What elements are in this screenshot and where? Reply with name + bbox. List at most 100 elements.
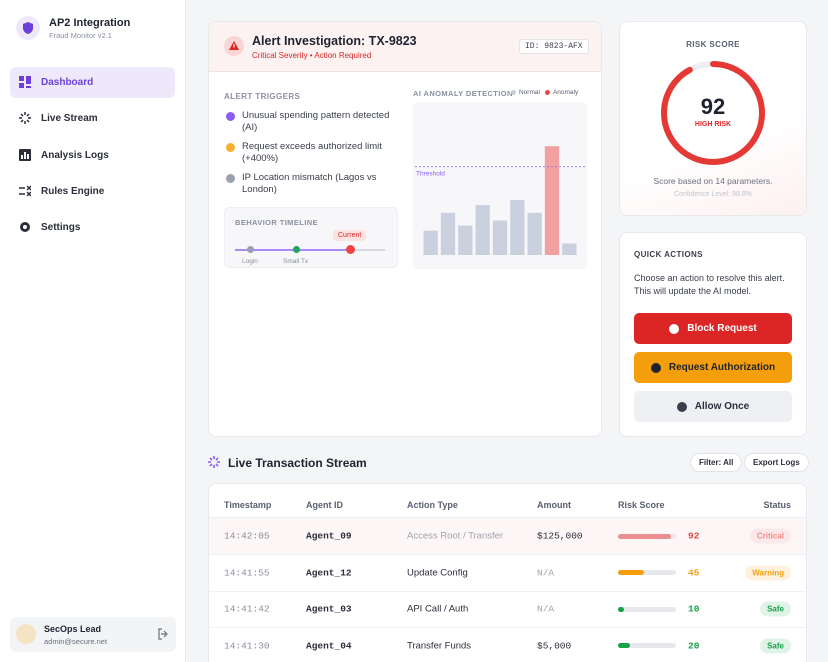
timestamp: 14:41:30	[224, 640, 270, 652]
risk-track	[618, 643, 676, 649]
bar	[544, 146, 560, 255]
column-header: Timestamp	[224, 500, 272, 510]
row-divider	[209, 590, 806, 592]
bar	[510, 199, 525, 255]
risk-card: RISK SCORE 92 HIGH RISK Score based on 1…	[619, 21, 807, 216]
column-header: Action Type	[407, 500, 458, 510]
nav-item[interactable]: Analysis Logs	[10, 140, 175, 171]
timestamp: 14:42:05	[224, 530, 270, 542]
trigger-text: IP Location mismatch (Lagos vs London)	[242, 172, 377, 195]
nav-item[interactable]: Rules Engine	[10, 176, 175, 207]
bar	[423, 230, 438, 255]
app-subtitle: Fraud Monitor v2.1	[49, 31, 112, 40]
column-header: Amount	[537, 500, 571, 510]
legend-item: Anomaly	[544, 89, 578, 96]
trigger-text: Unusual spending pattern detected (AI)	[242, 110, 390, 133]
column-header: Status	[763, 500, 791, 510]
trigger: IP Location mismatch (Lagos vs London)	[226, 172, 406, 196]
anomaly-chart: Threshold	[413, 102, 587, 269]
risk-value: 45	[688, 567, 700, 579]
timeline-label: Login	[242, 258, 258, 265]
alert-title: Alert Investigation: TX-9823	[252, 34, 417, 48]
user-box[interactable]: SecOps Lead admin@secure.net	[10, 617, 176, 652]
column-header: Risk Score	[618, 500, 665, 510]
logo	[16, 16, 40, 40]
row-divider	[209, 554, 806, 555]
bar	[492, 220, 508, 255]
action-type: Access Root / Transfer	[407, 530, 504, 542]
status-badge: Warning	[745, 565, 791, 581]
status-badge: Safe	[760, 601, 791, 617]
bar	[527, 212, 542, 255]
bar	[440, 212, 456, 255]
actions-description: Choose an action to resolve this alert. …	[634, 273, 785, 296]
action-button[interactable]: Request Authorization	[634, 352, 792, 383]
risk-track	[618, 606, 676, 612]
action-button[interactable]: Block Request	[634, 313, 792, 344]
column-header: Agent ID	[306, 500, 343, 510]
risk-value: 10	[688, 603, 700, 615]
risk-score: 92	[700, 94, 726, 119]
app-title: AP2 Integration	[49, 17, 131, 29]
stream-title: Live Transaction Stream	[228, 456, 367, 470]
status-badge: Critical	[749, 528, 791, 544]
triggers-heading: ALERT TRIGGERS	[224, 92, 301, 101]
timeline-heading: BEHAVIOR TIMELINE	[235, 218, 318, 227]
chart-legend: Normal Anomaly	[511, 89, 578, 96]
amount: N/A	[537, 567, 555, 579]
action-button[interactable]: Allow Once	[634, 391, 792, 422]
export-button[interactable]: Export Logs	[744, 453, 809, 472]
nav-item[interactable]: Live Stream	[10, 103, 175, 134]
trigger-text: Request exceeds authorized limit (+400%)	[242, 141, 382, 164]
alert-card: Alert Investigation: TX-9823 Critical Se…	[208, 21, 602, 437]
risk-value: 92	[688, 530, 700, 542]
transaction-table: Timestamp Agent ID Action Type Amount Risk S…	[208, 483, 807, 662]
button-label: Allow Once	[694, 401, 750, 412]
amount: $5,000	[537, 640, 572, 652]
amount: N/A	[537, 603, 555, 615]
alert-subtitle: Critical Severity • Action Required	[252, 51, 372, 60]
stream-icon	[208, 456, 220, 468]
nav-item[interactable]: Dashboard	[10, 67, 175, 98]
timeline-current: Current	[333, 230, 367, 241]
action-type: API Call / Auth	[407, 603, 469, 615]
risk-bar	[618, 643, 630, 649]
row-divider	[209, 627, 806, 629]
risk-track	[618, 570, 676, 576]
agent-id: Agent_04	[306, 640, 352, 652]
risk-bar	[618, 606, 624, 612]
row-highlight	[209, 518, 806, 554]
action-type: Update Config	[407, 567, 468, 579]
actions-card: QUICK ACTIONS Choose an action to resolv…	[619, 232, 807, 437]
nav-item[interactable]: Settings	[10, 212, 175, 243]
agent-id: Agent_09	[306, 530, 352, 542]
timestamp: 14:41:42	[224, 603, 270, 615]
risk-confidence: Confidence Level: 98.8%	[674, 191, 752, 198]
filter-button[interactable]: Filter: All	[690, 453, 743, 472]
risk-basis: Score based on 14 parameters.	[653, 176, 773, 186]
risk-value: 20	[688, 640, 700, 652]
chart-title: AI ANOMALY DETECTION	[413, 89, 513, 98]
bar	[475, 205, 490, 255]
agent-id: Agent_03	[306, 603, 352, 615]
timeline-label: Small Tx	[283, 258, 309, 265]
status-badge: Safe	[760, 638, 791, 654]
risk-gauge	[661, 61, 765, 165]
legend-item: Normal	[511, 89, 540, 96]
bar	[562, 243, 577, 255]
logout-icon[interactable]	[157, 628, 169, 640]
actions-heading: QUICK ACTIONS	[634, 250, 703, 259]
trigger: Request exceeds authorized limit (+400%)	[226, 141, 406, 165]
user-name: SecOps Lead	[44, 624, 102, 634]
alert-id: ID: 9823-AFX	[519, 39, 589, 54]
user-email: admin@secure.net	[44, 637, 108, 646]
agent-id: Agent_12	[306, 567, 352, 579]
risk-bar	[618, 570, 645, 576]
risk-arc	[661, 61, 765, 165]
legend-label: Normal	[519, 89, 540, 96]
trigger: Unusual spending pattern detected (AI)	[226, 110, 406, 134]
amount: $125,000	[537, 530, 583, 542]
bar	[458, 225, 473, 255]
action-type: Transfer Funds	[407, 640, 472, 652]
